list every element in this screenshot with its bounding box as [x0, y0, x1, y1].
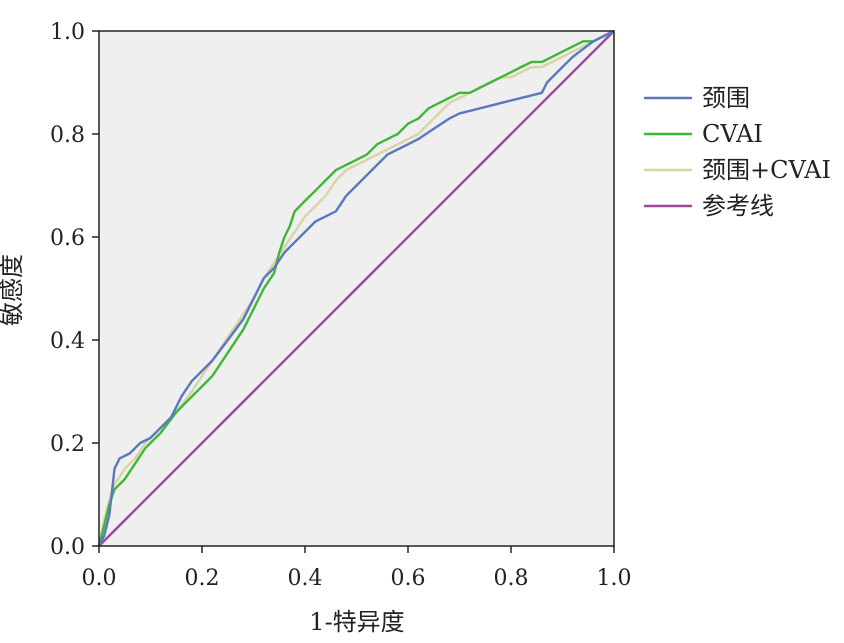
plot-frame — [98, 30, 615, 547]
y-tick-label: 0.4 — [50, 329, 85, 354]
legend: 颈围 CVAI 颈围+CVAI 参考线 — [644, 84, 831, 220]
series-line-0 — [97, 29, 615, 547]
x-axis-title: 1-特异度 — [309, 608, 404, 636]
y-tick-label: 0.0 — [50, 535, 85, 560]
x-tick-label: 0.2 — [185, 566, 220, 591]
series-line-2 — [97, 29, 615, 547]
legend-label-2: 颈围+CVAI — [702, 156, 831, 184]
x-tick-label: 0.0 — [82, 566, 117, 591]
y-tick-label: 0.8 — [50, 123, 85, 148]
x-tick-label: 0.6 — [391, 566, 426, 591]
legend-label-1: CVAI — [702, 120, 763, 148]
x-tick-label: 1.0 — [597, 566, 632, 591]
x-tick-label: 0.4 — [288, 566, 323, 591]
x-tick-label: 0.8 — [494, 566, 529, 591]
legend-label-3: 参考线 — [702, 192, 774, 220]
y-tick-label: 0.6 — [50, 226, 85, 251]
y-axis-title: 敏感度 — [0, 254, 26, 326]
series-line-1 — [97, 29, 615, 547]
y-tick-label: 0.2 — [50, 432, 85, 457]
legend-label-0: 颈围 — [702, 84, 750, 112]
series-line-3 — [98, 30, 615, 547]
y-tick-label: 1.0 — [50, 20, 85, 45]
